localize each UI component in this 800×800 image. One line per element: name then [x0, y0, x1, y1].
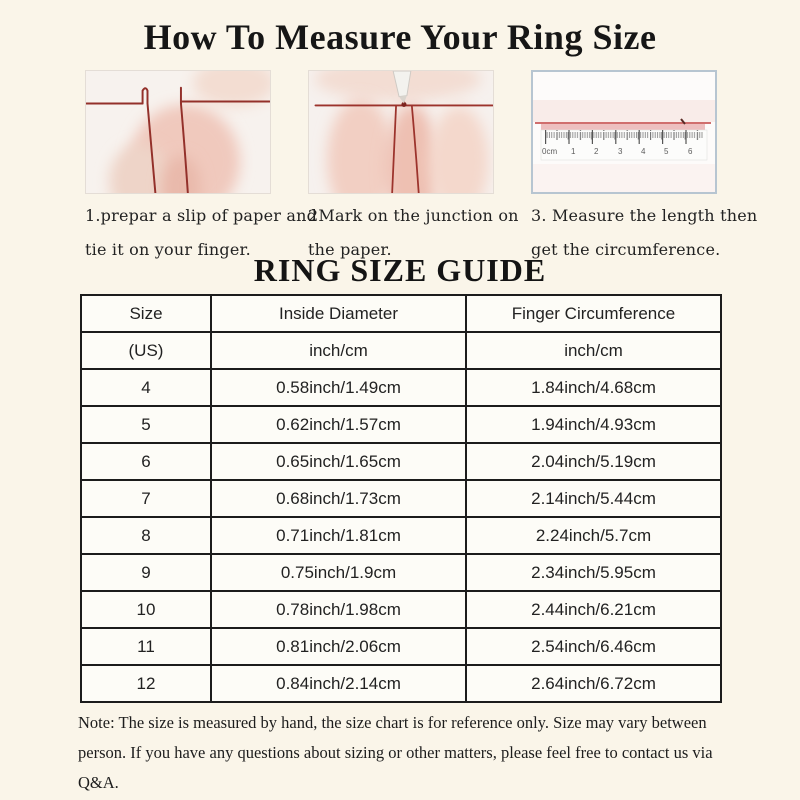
cell-finger-circumference: 2.64inch/6.72cm	[465, 664, 722, 703]
cell-size: 8	[80, 516, 212, 555]
cell-finger-circumference: 2.14inch/5.44cm	[465, 479, 722, 518]
step3-caption-line2: get the circumference.	[531, 240, 721, 259]
ruler-label-5: 5	[664, 147, 669, 156]
table-row: 10 0.78inch/1.98cm 2.44inch/6.21cm	[80, 590, 722, 629]
cell-size: 5	[80, 405, 212, 444]
cell-size: 12	[80, 664, 212, 703]
header-finger-circumference: Finger Circumference	[465, 294, 722, 333]
step-2: 2Mark on the junction on the paper.	[308, 70, 519, 262]
step2-caption-line1: 2Mark on the junction on	[308, 206, 519, 225]
step1-caption-line1: 1.prepar a slip of paper and	[85, 206, 318, 225]
step3-caption-line1: 3. Measure the length then	[531, 206, 758, 225]
ring-size-table: Size Inside Diameter Finger Circumferenc…	[80, 294, 722, 703]
header-diameter-units: inch/cm	[210, 331, 467, 370]
cell-inside-diameter: 0.81inch/2.06cm	[210, 627, 467, 666]
marker-pen-icon	[392, 71, 412, 104]
ruler-label-1: 1	[571, 147, 576, 156]
junction-mark-dot	[401, 101, 407, 108]
pen-marking-illustration	[309, 71, 493, 193]
note-line-1: Note: The size is measured by hand, the …	[78, 713, 707, 732]
ruler-label-6: 6	[688, 147, 693, 156]
table-row: 11 0.81inch/2.06cm 2.54inch/6.46cm	[80, 627, 722, 666]
table-row: 7 0.68inch/1.73cm 2.14inch/5.44cm	[80, 479, 722, 518]
step2-caption-line2: the paper.	[308, 240, 392, 259]
cell-size: 11	[80, 627, 212, 666]
ruler-label-4: 4	[641, 147, 646, 156]
cell-inside-diameter: 0.62inch/1.57cm	[210, 405, 467, 444]
ruler-labels: 0cm 1 2 3 4 5 6	[542, 147, 693, 156]
cell-inside-diameter: 0.75inch/1.9cm	[210, 553, 467, 592]
ruler-label-2: 2	[594, 147, 599, 156]
header-circumference-units: inch/cm	[465, 331, 722, 370]
table-row: 5 0.62inch/1.57cm 1.94inch/4.93cm	[80, 405, 722, 444]
ring-size-guide-title: RING SIZE GUIDE	[253, 252, 547, 288]
cell-inside-diameter: 0.65inch/1.65cm	[210, 442, 467, 481]
cell-finger-circumference: 2.04inch/5.19cm	[465, 442, 722, 481]
table-body: 4 0.58inch/1.49cm 1.84inch/4.68cm 5 0.62…	[80, 368, 722, 703]
cell-size: 4	[80, 368, 212, 407]
step1-photo-finger-with-paper	[85, 70, 271, 194]
step3-photo-ruler: 0cm 1 2 3 4 5 6	[531, 70, 717, 194]
step-3: 0cm 1 2 3 4 5 6 3. Measure the length th…	[531, 70, 758, 262]
cell-size: 10	[80, 590, 212, 629]
cell-size: 9	[80, 553, 212, 592]
table-row: 12 0.84inch/2.14cm 2.64inch/6.72cm	[80, 664, 722, 703]
cell-finger-circumference: 2.24inch/5.7cm	[465, 516, 722, 555]
table-header-row: Size Inside Diameter Finger Circumferenc…	[80, 294, 722, 333]
header-inside-diameter: Inside Diameter	[210, 294, 467, 333]
cell-finger-circumference: 2.44inch/6.21cm	[465, 590, 722, 629]
ruler-measure-illustration: 0cm 1 2 3 4 5 6	[533, 72, 715, 192]
cell-inside-diameter: 0.84inch/2.14cm	[210, 664, 467, 703]
cell-size: 6	[80, 442, 212, 481]
ruler-cm-ticks	[545, 130, 687, 144]
cell-finger-circumference: 2.34inch/5.95cm	[465, 553, 722, 592]
note-line-2: person. If you have any questions about …	[78, 743, 713, 762]
note-line-3: Q&A.	[78, 773, 119, 792]
table-row: 4 0.58inch/1.49cm 1.84inch/4.68cm	[80, 368, 722, 407]
ruler-label-3: 3	[618, 147, 623, 156]
cell-finger-circumference: 1.84inch/4.68cm	[465, 368, 722, 407]
cell-inside-diameter: 0.68inch/1.73cm	[210, 479, 467, 518]
cell-inside-diameter: 0.78inch/1.98cm	[210, 590, 467, 629]
ruler-label-0cm: 0cm	[542, 147, 557, 156]
page-title: How To Measure Your Ring Size	[143, 17, 657, 57]
paper-strip	[541, 124, 705, 130]
cell-finger-circumference: 1.94inch/4.93cm	[465, 405, 722, 444]
step1-caption-line2: tie it on your finger.	[85, 240, 251, 259]
table-row: 8 0.71inch/1.81cm 2.24inch/5.7cm	[80, 516, 722, 555]
header-size: Size	[80, 294, 212, 333]
step-1: 1.prepar a slip of paper and tie it on y…	[85, 70, 318, 262]
finger-string-illustration	[86, 71, 270, 193]
cell-finger-circumference: 2.54inch/6.46cm	[465, 627, 722, 666]
measurement-steps: 1.prepar a slip of paper and tie it on y…	[85, 70, 758, 262]
step2-photo-marking-junction	[308, 70, 494, 194]
cell-inside-diameter: 0.71inch/1.81cm	[210, 516, 467, 555]
table-units-row: (US) inch/cm inch/cm	[80, 331, 722, 370]
table-row: 6 0.65inch/1.65cm 2.04inch/5.19cm	[80, 442, 722, 481]
red-paper-strip-lines	[86, 86, 270, 193]
cell-size: 7	[80, 479, 212, 518]
cell-inside-diameter: 0.58inch/1.49cm	[210, 368, 467, 407]
header-size-units: (US)	[80, 331, 212, 370]
table-row: 9 0.75inch/1.9cm 2.34inch/5.95cm	[80, 553, 722, 592]
note-text: Note: The size is measured by hand, the …	[78, 708, 713, 798]
